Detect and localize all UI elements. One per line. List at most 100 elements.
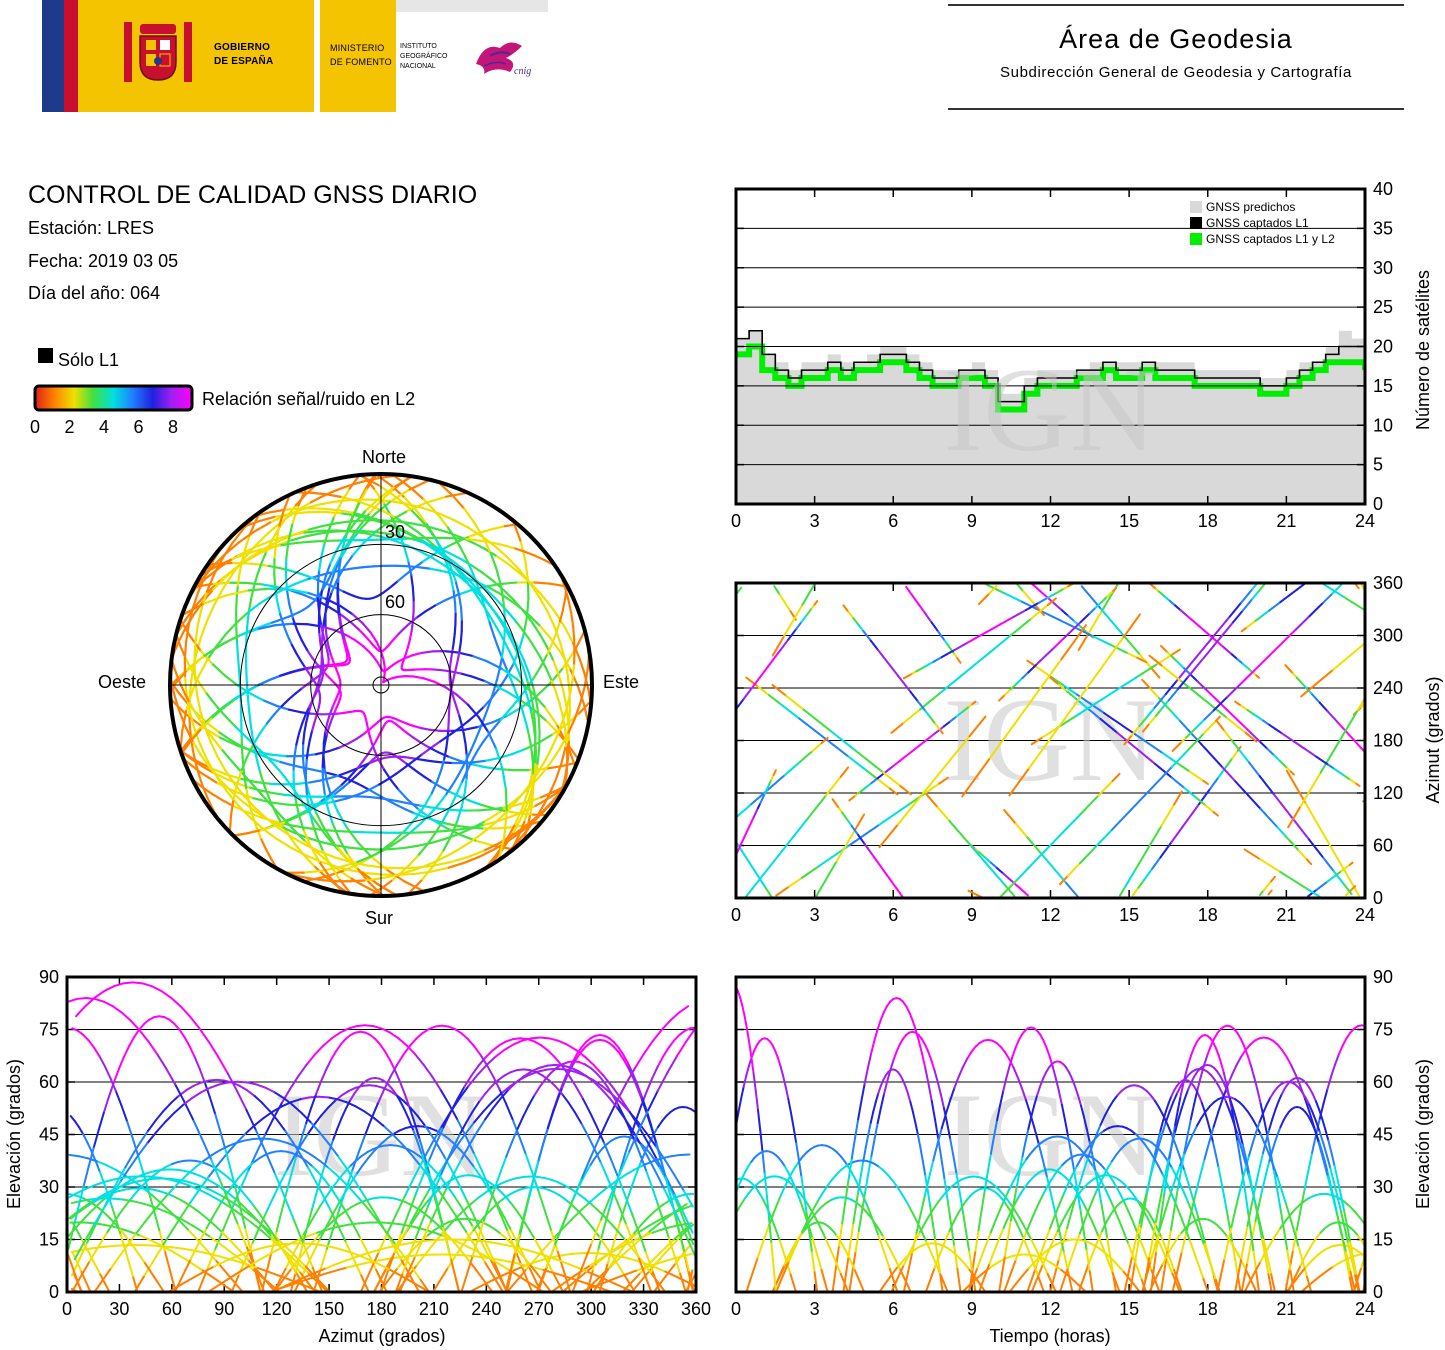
sky-track-segment (524, 719, 530, 732)
ea-track-segment (447, 1025, 456, 1030)
sky-track-segment (404, 816, 418, 832)
az-track-segment (1368, 612, 1372, 614)
ea-track-segment (244, 1124, 256, 1136)
sky-track-segment (393, 539, 409, 547)
sky-track-segment (271, 791, 284, 796)
ea-track-segment (147, 1238, 158, 1244)
ea-track-segment (192, 1081, 203, 1087)
ea-track-segment (583, 1197, 593, 1206)
sky-track-segment (192, 723, 200, 742)
sky-track-segment (540, 790, 556, 799)
ea-track-segment (429, 1127, 438, 1132)
ea-track-segment (191, 1118, 203, 1140)
sky-track-segment (249, 721, 253, 733)
ea-track-segment (76, 1029, 85, 1036)
ea-track-segment (88, 1250, 97, 1263)
sky-track-segment (478, 808, 493, 812)
ea-track-segment (192, 1224, 203, 1233)
sky-track-segment (559, 641, 566, 660)
az-track-segment (1263, 812, 1270, 820)
az-track-segment (1412, 654, 1415, 657)
ea-track-segment (587, 1262, 599, 1272)
ea-track-segment (327, 1219, 336, 1227)
ea-track-segment (514, 1208, 522, 1218)
x-tick-label: 9 (967, 905, 977, 925)
ea-track-segment (524, 1222, 531, 1233)
sky-track-segment (452, 518, 470, 529)
sky-track-segment (210, 698, 219, 709)
sky-track-segment (403, 654, 414, 660)
sky-track-segment (578, 656, 586, 675)
sky-track-segment (370, 742, 377, 753)
sky-track-segment (289, 588, 310, 595)
sky-track-segment (527, 700, 533, 714)
sky-track-segment (414, 560, 425, 568)
sky-track-segment (325, 604, 338, 613)
sky-track-segment (499, 581, 504, 598)
sky-track-segment (247, 587, 272, 592)
az-track-segment (709, 800, 712, 804)
sky-track-segment (348, 775, 357, 784)
sky-track-segment (413, 675, 425, 680)
sky-track-segment (190, 758, 205, 769)
sky-track-segment (243, 777, 248, 790)
az-track-segment (1225, 770, 1232, 778)
az-track-segment (1423, 844, 1427, 847)
az-track-segment (1433, 634, 1436, 637)
ea-track-segment (162, 1102, 172, 1113)
sky-track-segment (338, 770, 350, 777)
instituto-line-3: NACIONAL (400, 63, 436, 70)
ea-track-segment (165, 1163, 173, 1168)
ea-track-segment (338, 1189, 347, 1211)
sky-track-segment (240, 755, 249, 772)
x-tick-label: 6 (888, 511, 898, 531)
az-track-segment (731, 834, 734, 838)
sky-track-segment (273, 705, 283, 716)
ea-track-segment (392, 1129, 401, 1136)
az-track-segment (1267, 817, 1275, 824)
sky-track-segment (273, 572, 277, 590)
az-track-segment (1258, 660, 1265, 667)
ea-track-segment (637, 1121, 649, 1136)
az-track-segment (1010, 891, 1016, 898)
az-track-segment (1251, 798, 1258, 806)
sky-track-segment (294, 844, 306, 857)
sky-track-segment (291, 616, 299, 631)
sky-track-segment (567, 598, 573, 615)
sky-track-segment (503, 662, 509, 672)
ea-track-segment (679, 1209, 686, 1223)
ea-track-segment (515, 1265, 524, 1271)
gobierno-logo: GOBIERNO DE ESPAÑA (78, 0, 314, 112)
sky-track-segment (405, 722, 415, 727)
sky-track-segment (558, 733, 569, 750)
sky-track-segment (263, 699, 279, 708)
sky-track-segment (282, 624, 289, 637)
sky-track-segment (290, 643, 298, 655)
ea-track-segment (297, 1063, 308, 1078)
ea-track-segment (655, 1247, 666, 1258)
snr-tick-label: 4 (99, 417, 109, 437)
az-track-segment (1244, 673, 1252, 681)
sky-track-segment (498, 715, 506, 723)
sky-track-segment (281, 793, 295, 797)
ea-track-segment (202, 1186, 214, 1192)
ea-track-segment (76, 1204, 87, 1213)
sky-track-segment (346, 519, 362, 523)
sky-track-segment (238, 628, 259, 637)
sky-track-segment (514, 602, 529, 615)
sky-track-segment (200, 785, 213, 795)
sky-track-segment (245, 776, 253, 785)
sky-track-segment (532, 767, 542, 780)
sky-track-segment (193, 659, 197, 679)
sky-track-segment (348, 474, 361, 490)
skyplot-chart: Norte Sur Este Oeste 30 60 (98, 447, 639, 928)
az-track-segment (1081, 624, 1087, 631)
sky-track-segment (518, 689, 527, 699)
sky-track-segment (204, 565, 223, 580)
sky-track-segment (502, 804, 514, 816)
az-track-segment (1234, 780, 1241, 787)
sky-track-segment (456, 827, 473, 836)
ea-track-segment (588, 1222, 596, 1232)
sky-track-segment (338, 878, 353, 895)
